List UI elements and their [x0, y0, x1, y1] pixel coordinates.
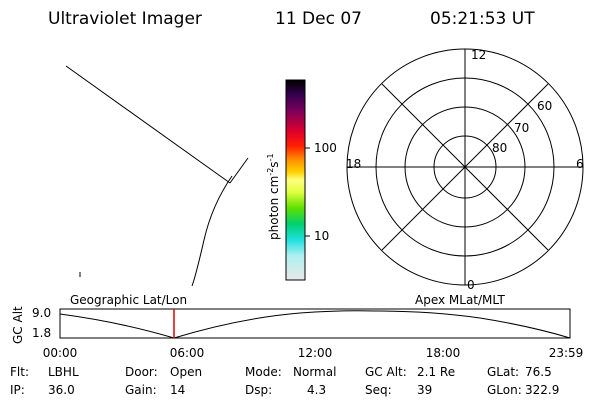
panel-label: Apex MLat/MLT	[415, 293, 505, 307]
x-tick-label: 00:00	[43, 346, 78, 360]
footer: Flt: LBHL Door: Open Mode: Normal GC Alt: 2.1 R…	[10, 365, 559, 397]
hour-label: 6	[576, 157, 584, 171]
colorbar-tick: 10	[314, 229, 329, 243]
field-value: 39	[417, 383, 432, 397]
field-value: 2.1 Re	[417, 365, 455, 379]
x-tick-label: 12:00	[298, 346, 333, 360]
field-value: 76.5	[525, 365, 552, 379]
hour-label: 0	[467, 278, 475, 292]
field-value: 322.9	[525, 383, 559, 397]
field-value: 14	[170, 383, 185, 397]
x-tick-label: 23:59	[549, 346, 584, 360]
field-label: Door:	[125, 365, 158, 379]
field-label: Mode:	[245, 365, 282, 379]
lat-label: 60	[537, 99, 552, 113]
field-value: Open	[170, 365, 202, 379]
time: 05:21:53 UT	[430, 9, 535, 29]
polar-plot: 12 18 6 0 60 70 80	[346, 48, 584, 292]
panel-label: Geographic Lat/Lon	[70, 293, 187, 307]
field-value: 36.0	[48, 383, 75, 397]
colorbar-tick: 100	[314, 141, 337, 155]
timeline: GC Alt 9.0 1.8 00:00 06:00 12:00 18:00 2…	[11, 306, 583, 360]
lat-label: 70	[514, 121, 529, 135]
field-label: GLon:	[487, 383, 522, 397]
field-label: Gain:	[125, 383, 157, 397]
y-axis-label: GC Alt	[11, 306, 25, 344]
field-value: Normal	[293, 365, 336, 379]
hour-label: 18	[346, 157, 361, 171]
colorbar-label: photon cm-2s-1	[266, 153, 281, 240]
field-label: Flt:	[10, 365, 29, 379]
colorbar: 100 10 photon cm-2s-1	[266, 79, 337, 281]
field-label: GC Alt:	[365, 365, 407, 379]
title: Ultraviolet Imager	[48, 9, 202, 29]
field-value: LBHL	[48, 365, 79, 379]
lat-label: 80	[492, 141, 507, 155]
field-label: Dsp:	[245, 383, 272, 397]
y-tick-label: 9.0	[32, 306, 51, 320]
y-tick-label: 1.8	[32, 326, 51, 340]
date: 11 Dec 07	[275, 9, 362, 29]
field-value: 4.3	[307, 383, 326, 397]
field-label: IP:	[10, 383, 25, 397]
hour-label: 12	[471, 48, 486, 62]
field-label: Seq:	[365, 383, 392, 397]
geographic-map	[65, 65, 249, 287]
x-tick-label: 18:00	[426, 346, 461, 360]
field-label: GLat:	[487, 365, 519, 379]
x-tick-label: 06:00	[170, 346, 205, 360]
